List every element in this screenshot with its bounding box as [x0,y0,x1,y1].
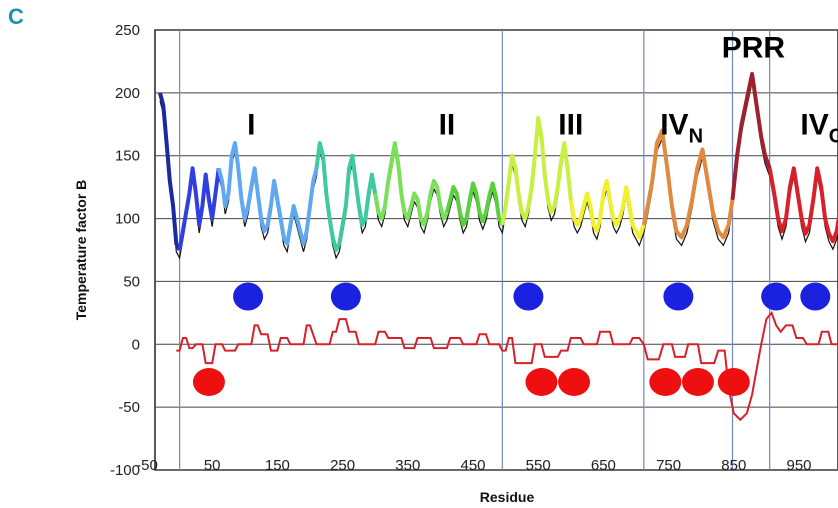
trace-segment [500,116,573,226]
red-circle [525,368,558,396]
x-tick-label: 350 [395,457,420,474]
blue-circle [233,282,264,311]
trace-segment [373,141,449,227]
domain-label: I [247,108,255,141]
y-tick-label: 50 [123,273,140,290]
blue-circle [761,282,792,311]
y-tick-label: -50 [118,399,140,416]
domain-label: PRR [722,32,786,65]
y-axis-title: Temperature factor B [73,180,89,321]
x-tick-label: 650 [591,457,616,474]
blue-circle [513,282,544,311]
y-tick-label: -100 [110,462,140,479]
secondary-line [176,310,838,422]
panel-label: C [8,4,24,29]
domain-label: II [439,108,456,141]
red-circle [681,368,714,396]
y-tick-label: 200 [115,85,140,102]
trace-segment [216,141,319,246]
blue-circle [663,282,694,311]
trace-segment [158,92,182,251]
blue-circle [800,282,831,311]
x-tick-label: 150 [265,457,290,474]
x-tick-label: 50 [204,457,221,474]
x-axis-title: Residue [480,489,535,505]
b-factor-trace [158,72,838,422]
x-tick-labels: -50501502503504505506507508509501050 [136,457,811,474]
x-tick-label: -50 [136,457,158,474]
trace-segment [730,72,772,200]
x-tick-label: 750 [656,457,681,474]
trace-segment [568,178,646,240]
trace-segment [444,181,505,227]
x-tick-label: 250 [330,457,355,474]
y-tick-label: 100 [115,211,140,228]
x-tick-label: 950 [786,457,811,474]
markers [192,282,831,396]
domain-label-subscript: N [689,125,703,147]
grid [155,29,838,471]
domain-label: III [558,108,583,141]
domain-label-subscript: C [829,125,838,147]
blue-circle [330,282,361,311]
trace-segment [177,166,221,251]
y-tick-label: 150 [115,148,140,165]
red-circle [192,368,225,396]
x-tick-label: 850 [721,457,746,474]
trace-segment [314,141,378,252]
domain-label: IVC [800,108,838,147]
trace-segment [641,128,735,240]
x-tick-label: 550 [526,457,551,474]
y-tick-label: 250 [115,22,140,39]
trace-segment [767,166,838,244]
red-circle [649,368,682,396]
x-tick-label: 450 [460,457,485,474]
red-circle [717,368,750,396]
y-tick-labels: 250 200 150 100 50 0 -50 -100 [110,22,140,479]
plot-frame [154,29,838,471]
y-tick-label: 0 [132,336,140,353]
red-circle [558,368,591,396]
